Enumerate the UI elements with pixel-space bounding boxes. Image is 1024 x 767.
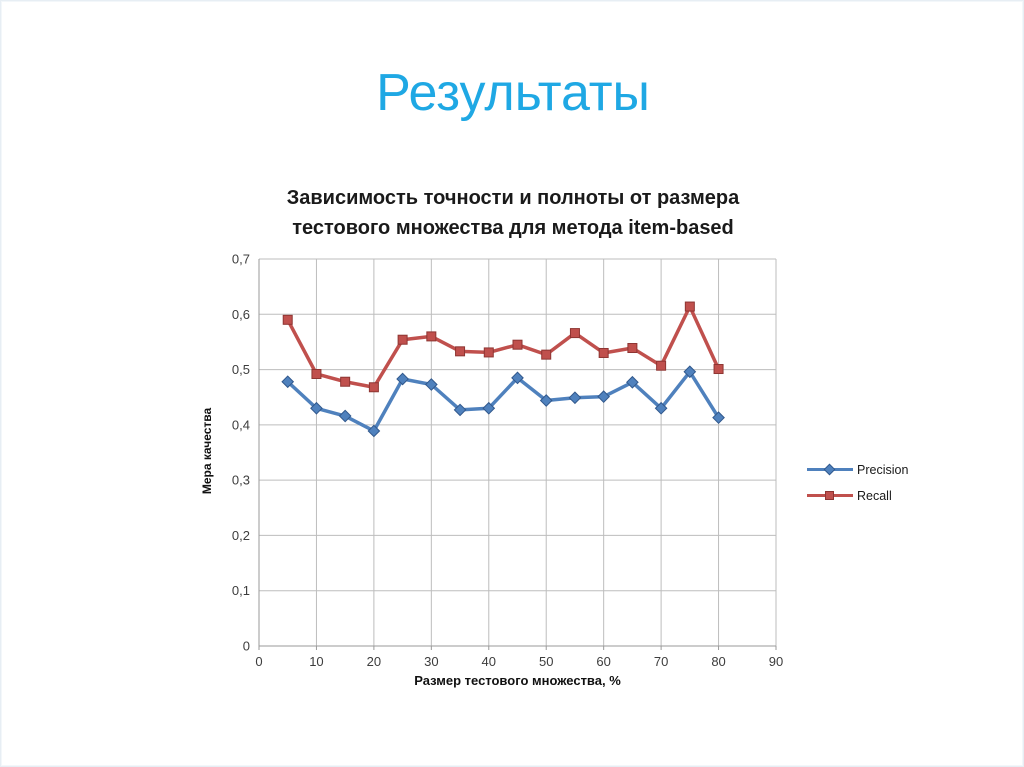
marker-square-recall xyxy=(311,368,322,379)
x-tick-label: 30 xyxy=(424,654,438,669)
legend-item-recall: Recall xyxy=(807,487,908,504)
marker-diamond-precision xyxy=(281,375,295,389)
x-tick-label: 40 xyxy=(482,654,496,669)
marker-square-recall xyxy=(282,314,293,325)
marker-diamond-precision xyxy=(712,411,725,425)
legend-label-precision: Precision xyxy=(857,462,909,477)
chart-title-line-2: тестового множества для метода item-base… xyxy=(292,217,734,239)
marker-diamond-precision xyxy=(396,372,409,386)
legend: Precision Recall xyxy=(807,461,908,504)
x-tick-label: 0 xyxy=(255,654,262,669)
marker-diamond-precision xyxy=(683,365,697,379)
marker-square-recall xyxy=(541,349,552,360)
series-line-recall xyxy=(285,304,721,390)
slide-title: Результаты xyxy=(376,64,650,122)
marker-square-recall xyxy=(483,347,494,358)
marker-square-recall xyxy=(512,339,523,350)
legend-marker-precision-icon xyxy=(807,461,853,478)
x-tick-label: 50 xyxy=(539,654,553,669)
y-tick-label: 0,4 xyxy=(232,417,250,432)
marker-square-recall xyxy=(598,347,609,358)
marker-diamond-precision xyxy=(424,378,438,391)
marker-square-recall xyxy=(656,360,667,371)
x-tick-label: 60 xyxy=(596,654,610,669)
y-tick-label: 0,7 xyxy=(232,252,250,267)
marker-square-recall xyxy=(569,328,580,339)
marker-diamond-precision xyxy=(568,391,582,405)
legend-item-precision: Precision xyxy=(807,461,908,478)
y-tick-label: 0,6 xyxy=(232,307,250,322)
chart-title: Зависимость точности и полноты от размер… xyxy=(213,183,813,243)
x-tick-label: 80 xyxy=(711,654,725,669)
marker-square-recall xyxy=(627,343,638,354)
series-line-precision xyxy=(285,370,721,433)
marker-square-recall xyxy=(455,346,466,357)
marker-square-recall xyxy=(713,364,724,375)
marker-square-recall xyxy=(684,301,695,312)
legend-label-recall: Recall xyxy=(857,488,892,503)
x-tick-label: 20 xyxy=(367,654,381,669)
marker-diamond-precision xyxy=(654,401,668,415)
marker-diamond-precision xyxy=(310,401,323,415)
marker-square-recall xyxy=(340,376,351,387)
marker-diamond-precision xyxy=(367,424,381,438)
y-tick-label: 0 xyxy=(243,639,250,654)
x-tick-label: 90 xyxy=(769,654,783,669)
x-axis-title: Размер тестового множества, % xyxy=(414,673,621,688)
marker-square-recall xyxy=(426,331,437,342)
marker-diamond-precision xyxy=(539,394,553,407)
marker-diamond-precision xyxy=(453,403,467,417)
marker-diamond-precision xyxy=(338,409,352,423)
y-tick-label: 0,1 xyxy=(232,583,250,598)
marker-square-recall xyxy=(397,334,408,345)
marker-diamond-precision xyxy=(511,371,524,385)
y-tick-label: 0,5 xyxy=(232,362,250,377)
marker-diamond-precision xyxy=(626,375,639,389)
marker-diamond-precision xyxy=(482,401,496,415)
y-tick-label: 0,3 xyxy=(232,473,250,488)
y-tick-label: 0,2 xyxy=(232,528,250,543)
marker-diamond-precision xyxy=(597,390,611,404)
marker-square-recall xyxy=(368,382,379,393)
x-tick-label: 70 xyxy=(654,654,668,669)
x-tick-label: 10 xyxy=(309,654,323,669)
y-axis-title: Мера качества xyxy=(200,407,214,495)
legend-marker-recall-icon xyxy=(807,487,853,504)
chart-title-line-1: Зависимость точности и полноты от размер… xyxy=(286,187,740,209)
